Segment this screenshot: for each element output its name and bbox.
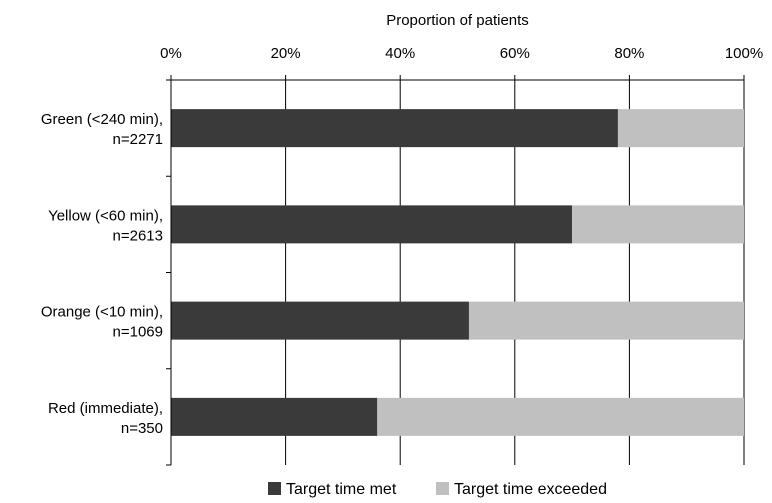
x-tick-label: 80% [614,45,644,62]
bar-segment-target-exceeded [572,205,744,244]
legend-swatch [268,482,281,495]
x-axis-title: Proportion of patients [386,12,529,29]
bar-segment-target-met [171,397,378,436]
axes [166,75,745,466]
category-label: Red (immediate), n=350 [48,400,163,437]
x-tick-label: 20% [271,45,301,62]
x-tick-label: 100% [725,45,763,62]
legend-label: Target time exceeded [454,481,607,498]
legend: Target time met Target time exceeded [268,481,607,498]
bar-segment-target-met [171,109,618,148]
x-tick-label: 0% [160,45,182,62]
bar-segment-target-exceeded [468,301,744,340]
legend-swatch [436,482,449,495]
category-label: Green (<240 min), n=2271 [41,111,163,148]
bar-segment-target-exceeded [617,109,744,148]
bar-segment-target-exceeded [377,397,744,436]
category-label: Yellow (<60 min), n=2613 [48,207,163,244]
bar-segment-target-met [171,301,469,340]
x-tick-labels: 0% 20% 40% 60% 80% 100% [160,45,763,62]
category-label: Orange (<10 min), n=1069 [41,304,163,341]
x-tick-label: 60% [500,45,530,62]
x-tick-label: 40% [385,45,415,62]
bar-segment-target-met [171,205,573,244]
bars [171,109,744,436]
category-labels: Green (<240 min), n=2271 Yellow (<60 min),… [41,111,163,437]
legend-label: Target time met [286,481,397,498]
